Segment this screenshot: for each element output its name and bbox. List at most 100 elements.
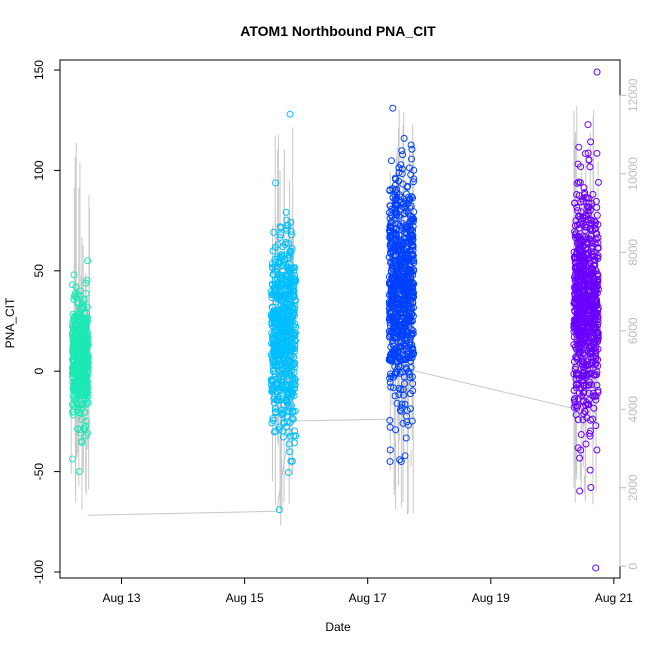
- data-point: [576, 487, 584, 495]
- y-tick-label: 0: [32, 368, 46, 375]
- data-point: [397, 268, 405, 276]
- data-point: [276, 329, 284, 337]
- data-point: [401, 274, 409, 282]
- data-point: [68, 408, 76, 416]
- data-point: [583, 291, 591, 299]
- data-point: [289, 278, 297, 286]
- data-point: [575, 233, 583, 241]
- data-point: [288, 374, 296, 382]
- data-point: [388, 205, 396, 213]
- data-point: [409, 312, 417, 320]
- data-point: [292, 337, 300, 345]
- data-point: [580, 372, 588, 380]
- data-point: [410, 259, 418, 267]
- data-point: [398, 404, 406, 412]
- y-tick-label: 150: [32, 60, 46, 80]
- data-point: [270, 323, 278, 331]
- data-point: [275, 396, 283, 404]
- data-point: [407, 305, 415, 313]
- data-point: [391, 186, 399, 194]
- data-point: [589, 415, 597, 423]
- data-point: [583, 213, 591, 221]
- data-point: [289, 415, 297, 423]
- data-point: [579, 397, 587, 405]
- y-tick-label: 100: [32, 160, 46, 180]
- data-point: [573, 312, 581, 320]
- series-3: [385, 104, 418, 466]
- data-point: [402, 229, 410, 237]
- data-point: [83, 328, 91, 336]
- data-point: [584, 339, 592, 347]
- data-point: [573, 262, 581, 270]
- data-point: [409, 279, 417, 287]
- data-point: [573, 203, 581, 211]
- data-point: [271, 405, 279, 413]
- data-point: [594, 178, 602, 186]
- data-point: [393, 193, 401, 201]
- data-point: [392, 309, 400, 317]
- data-point: [580, 382, 588, 390]
- data-point: [284, 239, 292, 247]
- data-point: [287, 330, 295, 338]
- data-point: [81, 340, 89, 348]
- data-point: [399, 151, 407, 159]
- data-point: [591, 334, 598, 342]
- data-point: [84, 257, 92, 265]
- data-point: [82, 279, 90, 287]
- y-axis-label: PNA_CIT: [3, 297, 17, 348]
- data-point: [387, 223, 395, 231]
- data-point: [272, 396, 280, 404]
- data-point: [587, 244, 595, 252]
- chart-title: ATOM1 Northbound PNA_CIT: [240, 23, 436, 39]
- data-point: [401, 452, 409, 460]
- data-point: [402, 434, 410, 442]
- data-point: [391, 392, 399, 400]
- data-point: [280, 408, 288, 416]
- data-point: [586, 432, 594, 440]
- data-point: [386, 378, 394, 386]
- data-point: [579, 324, 587, 332]
- x-tick-label: Aug 19: [472, 591, 510, 605]
- y2-axis: 0 2000 4000 6000 8000 10000 12000: [619, 78, 640, 570]
- data-point: [398, 165, 406, 173]
- data-point: [580, 350, 588, 358]
- data-point: [288, 231, 295, 239]
- data-point: [391, 333, 399, 341]
- data-point: [575, 252, 583, 260]
- data-point: [393, 368, 401, 376]
- data-point: [587, 354, 595, 362]
- data-point: [386, 353, 394, 361]
- data-point: [75, 468, 83, 476]
- data-point: [286, 254, 294, 262]
- data-point: [405, 164, 413, 172]
- data-point: [385, 327, 393, 335]
- data-point: [275, 506, 283, 514]
- data-point: [77, 377, 85, 385]
- data-point: [282, 222, 290, 230]
- data-point: [390, 290, 398, 298]
- data-point: [403, 407, 411, 415]
- data-point: [571, 316, 579, 324]
- data-point: [577, 208, 585, 216]
- data-point: [583, 399, 591, 407]
- data-point: [582, 362, 590, 370]
- data-point: [584, 121, 592, 129]
- data-point: [285, 316, 293, 324]
- data-point: [276, 231, 284, 239]
- data-point: [290, 292, 298, 300]
- data-point: [402, 207, 410, 215]
- y-axis: -100 -50 0 50 100 150: [32, 60, 60, 584]
- y-tick-label: -50: [32, 463, 46, 481]
- data-point: [593, 211, 601, 219]
- data-point: [404, 350, 412, 358]
- data-point: [582, 193, 590, 201]
- data-point: [291, 381, 299, 389]
- y2-tick-label: 10000: [626, 157, 640, 191]
- data-point: [290, 439, 298, 447]
- data-point: [579, 416, 587, 424]
- data-point: [587, 225, 595, 233]
- data-point: [291, 385, 299, 393]
- data-point: [271, 243, 279, 251]
- data-point: [591, 359, 599, 367]
- data-point: [404, 311, 412, 319]
